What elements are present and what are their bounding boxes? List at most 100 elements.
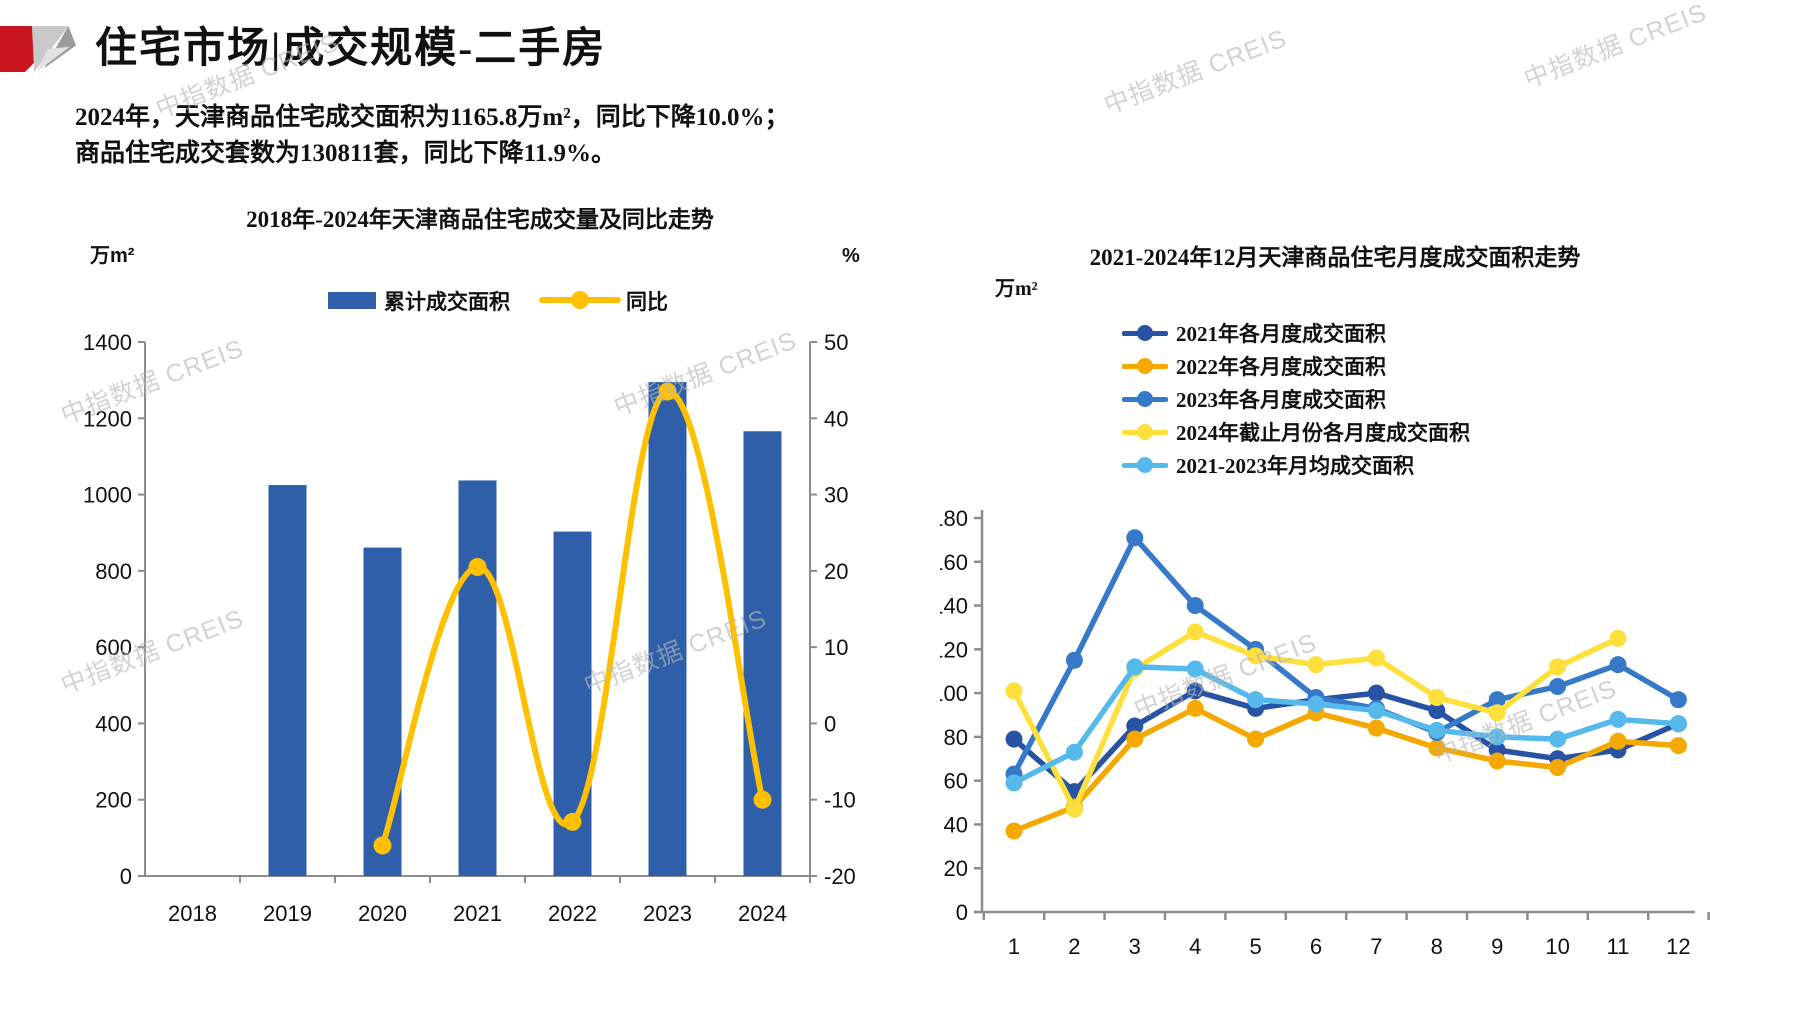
right-axis-tick-label: 20: [824, 559, 848, 584]
y-axis-tick-label: 120: [940, 637, 968, 662]
right-axis-tick-label: 10: [824, 635, 848, 660]
left-axis-unit: 万m²: [89, 245, 135, 267]
volume-bar: [363, 547, 402, 876]
series-marker: [1307, 656, 1325, 674]
legend-marker-icon: [1122, 357, 1168, 374]
y-axis-tick-label: 0: [956, 900, 968, 925]
yoy-marker: [563, 812, 582, 831]
x-axis-month-label: 7: [1370, 934, 1382, 959]
series-marker: [1126, 730, 1144, 748]
x-axis-month-label: 12: [1666, 934, 1690, 959]
series-marker: [1549, 759, 1567, 777]
volume-bar: [743, 431, 782, 876]
left-axis-tick-label: 0: [120, 864, 132, 889]
series-marker: [1549, 678, 1567, 696]
legend-item-3: 2023年各月度成交面积: [1122, 382, 1470, 415]
legend-item-5: 2021-2023年月均成交面积: [1122, 448, 1470, 481]
series-marker: [1367, 702, 1385, 720]
series-2024年截止月份各月度成交面积: [1005, 623, 1627, 818]
series-marker: [1428, 688, 1446, 706]
legend-label: 2022年各月度成交面积: [1176, 354, 1386, 379]
series-line: [1011, 688, 1682, 795]
series-marker: [1488, 691, 1506, 709]
series-marker: [1609, 656, 1627, 674]
left-axis-tick-label: 1000: [83, 483, 132, 508]
watermark-text: 中指数据 CREIS: [1100, 24, 1291, 120]
right-axis-tick-label: 40: [824, 406, 848, 431]
legend-bar-swatch: [328, 292, 376, 309]
legend-label: 2021-2023年月均成交面积: [1176, 453, 1414, 478]
series-marker: [1428, 702, 1446, 720]
series-marker: [1005, 730, 1023, 748]
series-marker: [1367, 719, 1385, 737]
legend-marker-icon: [1122, 390, 1168, 407]
series-marker: [1549, 658, 1567, 676]
x-axis-month-label: 1: [1008, 934, 1020, 959]
series-marker: [1186, 597, 1204, 615]
series-marker: [1065, 743, 1083, 761]
right-axis-tick-label: 50: [824, 330, 848, 355]
series-marker: [1488, 752, 1506, 770]
y-axis-tick-label: 160: [940, 550, 968, 575]
series-marker: [1307, 695, 1325, 713]
series-marker: [1065, 651, 1083, 669]
legend-bar-label: 累计成交面积: [384, 290, 510, 314]
series-marker: [1186, 623, 1204, 641]
x-axis-year-label: 2021: [453, 901, 502, 926]
volume-bar: [268, 485, 307, 876]
legend-label: 2024年截止月份各月度成交面积: [1176, 420, 1470, 445]
series-2021年各月度成交面积: [1005, 682, 1687, 801]
series-marker: [1367, 649, 1385, 667]
series-marker: [1669, 737, 1687, 755]
x-axis-month-label: 8: [1431, 934, 1443, 959]
x-axis-year-label: 2020: [358, 901, 407, 926]
y-axis-tick-label: 140: [940, 594, 968, 619]
right-chart: 020406080100120140160180123456789101112: [940, 506, 1710, 959]
right-chart-unit-label: 万m²: [995, 278, 1038, 300]
right-axis-tick-label: 30: [824, 483, 848, 508]
left-axis-tick-label: 1400: [83, 330, 132, 355]
series-marker: [1005, 822, 1023, 840]
series-marker: [1065, 800, 1083, 818]
series-2022年各月度成交面积: [1005, 699, 1687, 840]
legend-marker-icon: [1122, 423, 1168, 440]
series-marker: [1488, 728, 1506, 746]
series-2021-2023年月均成交面积: [1005, 658, 1687, 792]
series-marker: [1186, 660, 1204, 678]
series-marker: [1247, 647, 1265, 665]
y-axis-tick-label: 60: [944, 769, 968, 794]
x-axis-month-label: 11: [1607, 934, 1630, 959]
series-marker: [1669, 691, 1687, 709]
series-marker: [1247, 691, 1265, 709]
left-axis-tick-label: 800: [95, 559, 132, 584]
yoy-line: [379, 388, 766, 849]
series-marker: [1488, 704, 1506, 722]
legend-line-label: 同比: [626, 291, 668, 314]
y-axis-tick-label: 100: [940, 681, 968, 706]
legend-label: 2021年各月度成交面积: [1176, 321, 1386, 346]
yoy-marker: [373, 836, 392, 855]
watermark-text: 中指数据 CREIS: [1520, 0, 1711, 94]
series-marker: [1126, 717, 1144, 735]
x-axis-month-label: 9: [1491, 934, 1503, 959]
y-axis-tick-label: 180: [940, 506, 968, 531]
x-axis-year-label: 2022: [548, 901, 597, 926]
right-axis-tick-label: -10: [824, 788, 856, 813]
legend-item-4: 2024年截止月份各月度成交面积: [1122, 415, 1470, 448]
series-line: [1011, 705, 1682, 834]
x-axis-month-label: 3: [1129, 934, 1141, 959]
series-marker: [1186, 682, 1204, 700]
series-marker: [1005, 774, 1023, 792]
legend-item-1: 2021年各月度成交面积: [1122, 316, 1470, 349]
left-chart: 万m² %累计成交面积 同比0200400600800100012001400-20…: [83, 245, 860, 926]
series-line: [1011, 534, 1682, 777]
x-axis-month-label: 2: [1068, 934, 1080, 959]
summary-line-1: 2024年，天津商品住宅成交面积为1165.8万m²，同比下降10.0%；: [75, 104, 790, 131]
page-title: 住宅市场|成交规模-二手房: [95, 26, 607, 72]
series-line: [1011, 664, 1682, 786]
series-marker: [1428, 721, 1446, 739]
y-axis-tick-label: 20: [944, 856, 968, 881]
series-marker: [1609, 732, 1627, 750]
legend-marker-icon: [1122, 456, 1168, 473]
yoy-marker: [753, 790, 772, 809]
